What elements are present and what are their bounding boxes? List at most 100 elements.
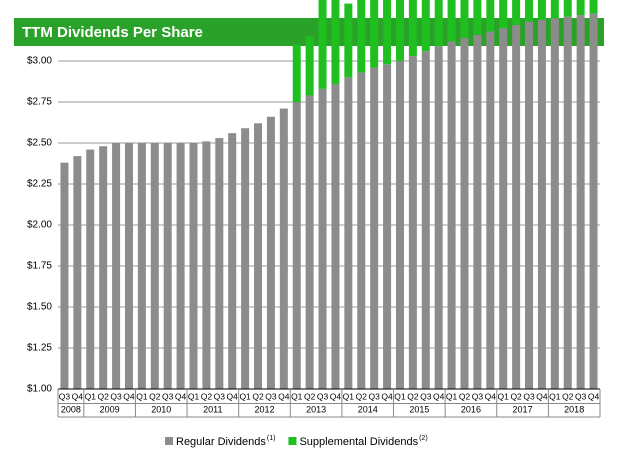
x-tick-label: Q1 (498, 391, 510, 401)
x-tick-label: Q3 (317, 391, 329, 401)
bar-segment (421, 0, 430, 52)
bar-segment (189, 143, 198, 389)
bar-segment (279, 108, 288, 389)
x-tick-label: Q4 (433, 391, 445, 401)
bar-segment (486, 31, 495, 389)
bar-segment (395, 0, 404, 61)
bar-segment (460, 38, 469, 389)
bar-segment (486, 0, 495, 32)
year-label: 2015 (409, 404, 429, 414)
y-tick-label: $1.75 (27, 261, 52, 272)
x-tick-label: Q4 (278, 391, 290, 401)
bar-segment (473, 0, 482, 35)
bar-segment (537, 0, 546, 20)
x-tick-label: Q3 (472, 391, 484, 401)
bar-segment (563, 0, 572, 17)
year-label: 2016 (461, 404, 481, 414)
year-label: 2018 (564, 404, 584, 414)
x-tick-label: Q2 (562, 391, 574, 401)
y-tick-label: $2.25 (27, 179, 52, 190)
x-tick-label: Q2 (252, 391, 264, 401)
bar-segment (344, 3, 353, 78)
bar-segment (537, 20, 546, 389)
legend-footnote: (2) (419, 435, 428, 442)
bar-segment (550, 0, 559, 19)
bar-segment (176, 143, 185, 389)
year-label: 2013 (306, 404, 326, 414)
bar-segment (563, 16, 572, 389)
bar-segment (370, 67, 379, 389)
x-tick-label: Q1 (446, 391, 458, 401)
bar-segment (266, 116, 275, 389)
x-tick-label: Q3 (523, 391, 535, 401)
bar-segment (228, 133, 237, 389)
bar-segment (254, 123, 263, 389)
bar-segment (589, 13, 598, 389)
x-tick-label: Q3 (214, 391, 226, 401)
bar-segment (576, 15, 585, 390)
year-label: 2014 (358, 404, 378, 414)
x-tick-label: Q1 (394, 391, 406, 401)
y-tick-label: $2.75 (27, 97, 52, 108)
bar-segment (124, 143, 133, 389)
bar-segment (550, 18, 559, 390)
year-label: 2017 (513, 404, 533, 414)
x-tick-label: Q1 (549, 391, 561, 401)
legend-label: Regular Dividends (176, 436, 266, 448)
bar-segment (202, 141, 211, 389)
y-tick-label: $1.25 (27, 343, 52, 354)
bar-segment (383, 64, 392, 389)
bar-segment (525, 0, 534, 22)
bar-segment (525, 21, 534, 389)
bar-segment (408, 0, 417, 57)
legend-swatch (165, 437, 173, 445)
bar-segment (318, 88, 327, 389)
bar-segment (395, 61, 404, 389)
bar-segment (86, 149, 95, 389)
bar-segment (447, 0, 456, 42)
x-tick-label: Q4 (175, 391, 187, 401)
x-tick-label: Q3 (420, 391, 432, 401)
x-tick-label: Q3 (162, 391, 174, 401)
bar-segment (370, 0, 379, 68)
bar-segment (99, 146, 108, 389)
y-tick-label: $1.50 (27, 302, 52, 313)
bar-segment (357, 72, 366, 389)
legend-swatch (288, 437, 297, 445)
bar-segment (305, 95, 314, 389)
x-tick-label: Q3 (368, 391, 380, 401)
x-tick-label: Q2 (459, 391, 471, 401)
x-tick-label: Q2 (407, 391, 419, 401)
bar-segment (589, 0, 598, 14)
bar-segment (215, 138, 224, 389)
x-tick-label: Q3 (59, 391, 71, 401)
x-tick-label: Q2 (510, 391, 522, 401)
year-label: 2010 (151, 404, 171, 414)
x-tick-label: Q4 (227, 391, 239, 401)
legend-footnote: (1) (267, 435, 276, 442)
x-tick-label: Q4 (588, 391, 600, 401)
x-tick-label: Q3 (575, 391, 587, 401)
y-tick-label: $2.00 (27, 220, 52, 231)
bar-segment (383, 0, 392, 65)
x-tick-label: Q2 (201, 391, 213, 401)
bar-segment (357, 0, 366, 73)
bar-segment (447, 41, 456, 389)
year-label: 2009 (100, 404, 120, 414)
bar-segment (292, 44, 301, 102)
bar-segment (434, 46, 443, 390)
bar-segment (512, 24, 521, 389)
bar-segment (408, 56, 417, 389)
x-tick-label: Q2 (356, 391, 368, 401)
x-tick-label: Q1 (188, 391, 200, 401)
x-tick-label: Q4 (536, 391, 548, 401)
y-tick-label: $3.00 (27, 56, 52, 67)
chart-title: TTM Dividends Per Share (22, 24, 203, 41)
bar-segment (331, 0, 340, 84)
x-tick-label: Q1 (85, 391, 97, 401)
x-tick-label: Q4 (381, 391, 393, 401)
legend-label: Supplemental Dividends (299, 436, 418, 448)
y-tick-label: $2.50 (27, 138, 52, 149)
x-tick-label: Q2 (97, 391, 109, 401)
bar-segment (112, 143, 121, 389)
